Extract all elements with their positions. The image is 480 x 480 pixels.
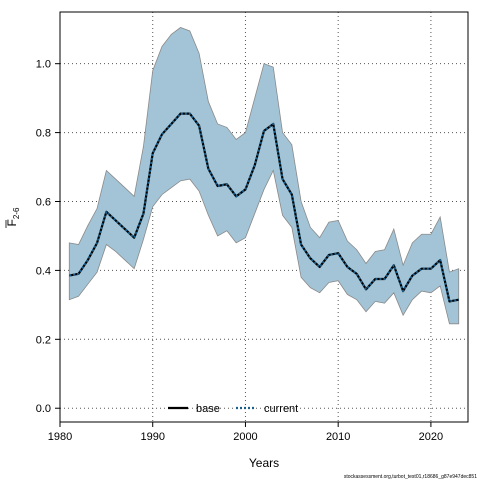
x-axis: 1980 1990 2000 2010 2020 <box>48 422 443 443</box>
y-tick-label: 1.0 <box>36 59 51 71</box>
confidence-band <box>68 27 460 325</box>
x-tick-label: 2010 <box>326 431 350 443</box>
x-tick-label: 2020 <box>419 431 443 443</box>
footer-watermark: stockassessment.org,turbot_test01,r18686… <box>344 474 477 480</box>
series-line-current <box>69 112 459 303</box>
y-tick-label: 0.0 <box>36 403 51 415</box>
y-axis: 0.0 0.2 0.4 0.6 0.8 1.0 <box>36 59 60 415</box>
y-tick-label: 0.4 <box>36 265 51 277</box>
y-axis-title-sub: 2-6 <box>12 207 21 219</box>
y-axis-title-main: F <box>5 219 19 226</box>
legend: base current <box>168 403 298 415</box>
x-tick-label: 2000 <box>233 431 257 443</box>
x-tick-label: 1990 <box>140 431 164 443</box>
plot-frame <box>59 11 469 423</box>
y-axis-title: F2-6 <box>5 207 21 228</box>
x-axis-title: Years <box>249 456 279 470</box>
svg-text:F2-6: F2-6 <box>5 207 21 226</box>
x-tick-label: 1980 <box>48 431 72 443</box>
legend-label-base: base <box>196 403 220 415</box>
y-tick-label: 0.6 <box>36 196 51 208</box>
confidence-band-area <box>68 27 460 325</box>
legend-label-current: current <box>264 403 298 415</box>
y-tick-label: 0.2 <box>36 334 51 346</box>
series-lines <box>69 112 459 303</box>
y-tick-label: 0.8 <box>36 128 51 140</box>
